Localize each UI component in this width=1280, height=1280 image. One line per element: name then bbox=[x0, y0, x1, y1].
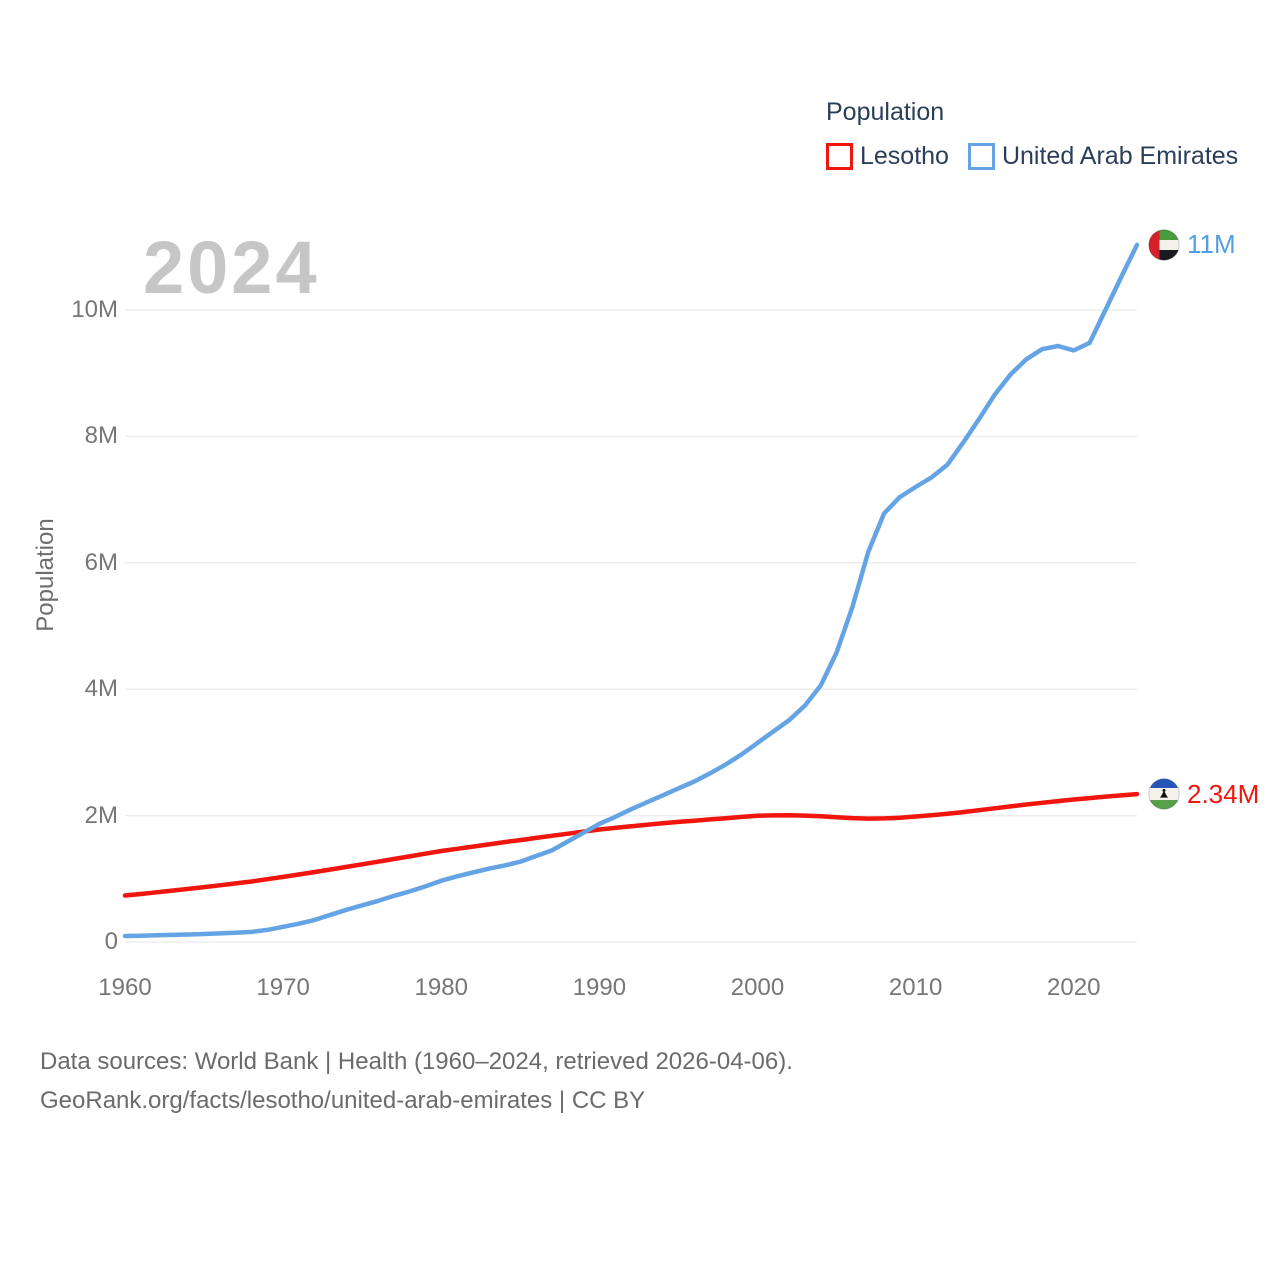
x-tick-label: 1980 bbox=[414, 974, 468, 1001]
lesotho-swatch-icon bbox=[826, 143, 853, 170]
x-tick-label: 1960 bbox=[98, 974, 152, 1001]
x-tick-label: 2010 bbox=[888, 974, 943, 1001]
y-tick-label: 4M bbox=[84, 675, 118, 703]
legend-title: Population bbox=[826, 98, 945, 126]
y-tick-label: 10M bbox=[71, 296, 118, 323]
uae-end-value: 11M bbox=[1187, 229, 1236, 260]
x-tick-label: 2020 bbox=[1047, 974, 1101, 1001]
legend-label-uae: United Arab Emirates bbox=[1001, 142, 1239, 170]
y-tick-label: 2M bbox=[84, 801, 118, 829]
year-watermark: 2024 bbox=[143, 226, 320, 309]
lesotho-flag-icon bbox=[1148, 778, 1180, 810]
legend-item-uae[interactable]: United Arab Emirates bbox=[967, 142, 1239, 171]
y-tick-label: 0 bbox=[104, 928, 118, 955]
lesotho-end-marker[interactable]: 2.34M bbox=[1148, 778, 1259, 810]
x-tick-label: 1990 bbox=[572, 974, 627, 1001]
uae-swatch-icon bbox=[967, 143, 995, 170]
uae-end-marker[interactable]: 11M bbox=[1148, 229, 1236, 261]
uae-flag-icon bbox=[1148, 229, 1180, 261]
lesotho-end-value: 2.34M bbox=[1187, 778, 1260, 809]
legend-label-lesotho: Lesotho bbox=[860, 142, 949, 170]
footer-sources-line: Data sources: World Bank | Health (1960–… bbox=[40, 1048, 793, 1075]
chart-legend: Population Lesotho United Arab Emirates bbox=[826, 98, 1238, 171]
footer-attribution: Data sources: World Bank | Health (1960–… bbox=[40, 1042, 793, 1120]
y-tick-label: 6M bbox=[84, 548, 118, 576]
footer-url-line: GeoRank.org/facts/lesotho/united-arab-em… bbox=[40, 1087, 646, 1114]
y-tick-label: 8M bbox=[84, 422, 118, 450]
legend-item-lesotho[interactable]: Lesotho bbox=[826, 142, 949, 171]
x-tick-label: 2000 bbox=[730, 974, 785, 1001]
x-tick-label: 1970 bbox=[256, 974, 310, 1001]
